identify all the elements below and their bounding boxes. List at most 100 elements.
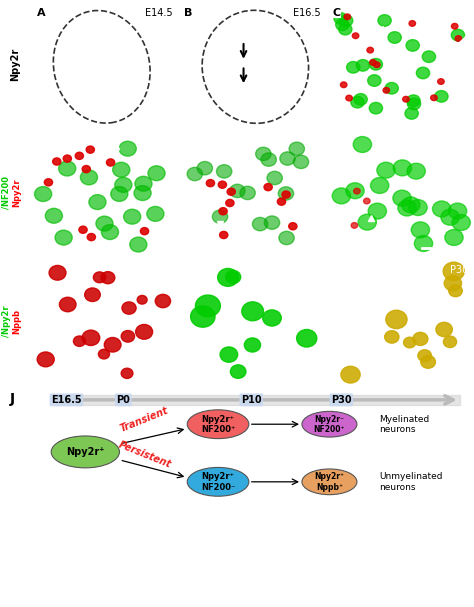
- Circle shape: [346, 183, 364, 198]
- Circle shape: [414, 236, 433, 251]
- Circle shape: [346, 61, 360, 73]
- Circle shape: [82, 166, 91, 173]
- Text: I: I: [332, 265, 336, 275]
- Circle shape: [443, 262, 464, 280]
- Circle shape: [352, 33, 359, 39]
- Circle shape: [409, 21, 416, 26]
- Circle shape: [244, 338, 261, 352]
- Circle shape: [107, 159, 115, 166]
- Circle shape: [230, 185, 245, 198]
- Text: E: E: [184, 136, 192, 146]
- Circle shape: [282, 191, 290, 198]
- Text: Myelinated
neurons: Myelinated neurons: [379, 415, 429, 434]
- Circle shape: [368, 203, 386, 219]
- Text: Persistent: Persistent: [117, 439, 173, 469]
- Text: P10: P10: [241, 395, 262, 405]
- Circle shape: [383, 87, 390, 93]
- Circle shape: [147, 206, 164, 222]
- Circle shape: [242, 302, 264, 320]
- Circle shape: [218, 268, 238, 287]
- Circle shape: [289, 142, 304, 155]
- Circle shape: [280, 152, 295, 165]
- Text: P0: P0: [456, 8, 468, 18]
- Circle shape: [451, 24, 458, 29]
- Circle shape: [264, 216, 280, 229]
- Circle shape: [115, 177, 132, 192]
- Circle shape: [86, 146, 94, 153]
- Circle shape: [398, 200, 416, 216]
- Circle shape: [51, 436, 119, 468]
- Circle shape: [93, 272, 106, 283]
- Circle shape: [358, 214, 376, 230]
- Circle shape: [332, 188, 351, 204]
- Circle shape: [401, 197, 420, 213]
- Text: A: A: [36, 8, 46, 18]
- Circle shape: [87, 234, 95, 241]
- Circle shape: [113, 162, 130, 177]
- Text: P0: P0: [116, 395, 130, 405]
- Circle shape: [351, 223, 357, 228]
- Circle shape: [409, 200, 427, 215]
- Text: Npy2r: Npy2r: [12, 178, 21, 207]
- Circle shape: [136, 325, 153, 339]
- Circle shape: [35, 186, 52, 202]
- Circle shape: [219, 231, 228, 239]
- Circle shape: [432, 201, 451, 217]
- Circle shape: [134, 186, 151, 200]
- Circle shape: [81, 170, 98, 185]
- Circle shape: [111, 186, 128, 202]
- Text: H: H: [184, 265, 194, 275]
- Circle shape: [255, 148, 271, 161]
- Circle shape: [334, 13, 347, 24]
- Circle shape: [369, 103, 383, 114]
- Circle shape: [212, 210, 228, 223]
- Circle shape: [435, 90, 448, 102]
- Text: Npy2r⁺
NF200⁻: Npy2r⁺ NF200⁻: [201, 472, 235, 492]
- Circle shape: [140, 228, 149, 235]
- Circle shape: [124, 209, 141, 224]
- Circle shape: [393, 160, 411, 176]
- Circle shape: [278, 187, 293, 200]
- Circle shape: [407, 98, 420, 110]
- Text: P30: P30: [450, 136, 468, 146]
- Text: Unmyelinated
neurons: Unmyelinated neurons: [379, 472, 443, 492]
- Circle shape: [406, 39, 419, 51]
- Circle shape: [53, 158, 61, 165]
- Circle shape: [407, 163, 425, 179]
- Circle shape: [385, 331, 399, 343]
- Circle shape: [374, 62, 380, 67]
- Circle shape: [44, 178, 53, 186]
- Circle shape: [99, 349, 109, 359]
- Circle shape: [240, 186, 255, 200]
- Circle shape: [37, 352, 54, 367]
- Text: Npy2r⁻
NF200⁺: Npy2r⁻ NF200⁺: [314, 415, 345, 434]
- Circle shape: [449, 285, 462, 297]
- Circle shape: [344, 14, 351, 19]
- Circle shape: [351, 97, 364, 108]
- Circle shape: [191, 306, 215, 327]
- Circle shape: [155, 294, 171, 308]
- Circle shape: [367, 47, 374, 53]
- Circle shape: [340, 82, 347, 87]
- Circle shape: [443, 336, 456, 348]
- Circle shape: [405, 107, 418, 119]
- Circle shape: [135, 176, 152, 191]
- Circle shape: [371, 177, 389, 194]
- Circle shape: [187, 410, 249, 439]
- Circle shape: [122, 302, 136, 314]
- Circle shape: [413, 333, 428, 345]
- Circle shape: [217, 164, 232, 178]
- Circle shape: [104, 337, 121, 352]
- Circle shape: [403, 97, 409, 102]
- Circle shape: [197, 161, 212, 175]
- Circle shape: [369, 58, 383, 70]
- Circle shape: [59, 297, 76, 312]
- Circle shape: [119, 141, 136, 156]
- Circle shape: [441, 209, 459, 225]
- Circle shape: [385, 83, 398, 94]
- Circle shape: [445, 229, 463, 245]
- Circle shape: [336, 19, 349, 30]
- Circle shape: [448, 203, 467, 219]
- Circle shape: [431, 95, 437, 101]
- Text: /NF200: /NF200: [2, 176, 10, 209]
